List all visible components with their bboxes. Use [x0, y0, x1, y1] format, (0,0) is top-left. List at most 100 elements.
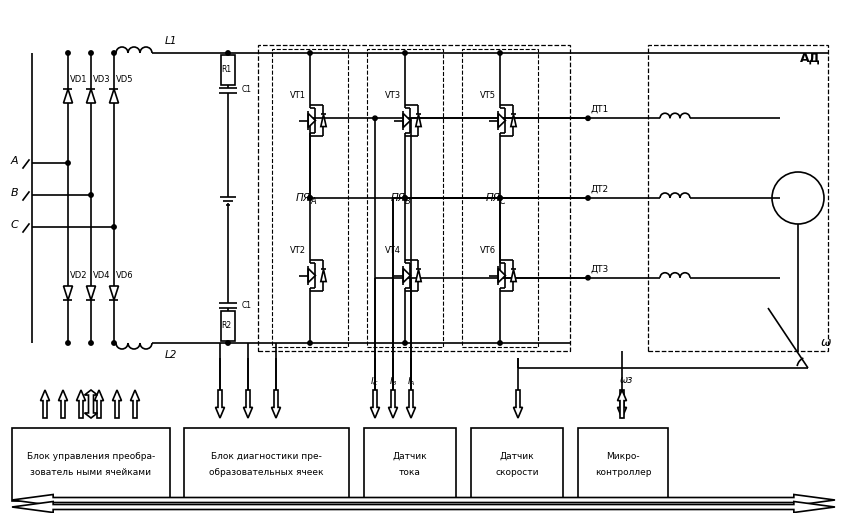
Bar [462, 49, 538, 347]
Bar [12, 428, 170, 501]
Polygon shape [513, 390, 523, 418]
Text: ω: ω [821, 337, 831, 349]
Polygon shape [511, 114, 516, 127]
Polygon shape [41, 390, 49, 418]
Circle shape [498, 51, 502, 55]
Circle shape [226, 341, 230, 345]
Text: ПЯ: ПЯ [486, 193, 501, 203]
Circle shape [112, 51, 116, 55]
Polygon shape [112, 390, 122, 418]
Circle shape [498, 196, 502, 200]
Circle shape [498, 341, 502, 345]
Text: VT4: VT4 [385, 246, 401, 254]
Circle shape [112, 341, 116, 345]
Polygon shape [110, 286, 118, 300]
Text: C: C [10, 220, 18, 230]
Polygon shape [309, 268, 315, 283]
Polygon shape [403, 113, 411, 128]
Text: C: C [500, 196, 506, 206]
Polygon shape [406, 390, 416, 418]
Circle shape [226, 51, 230, 55]
Text: C1: C1 [242, 86, 252, 94]
Bar [221, 311, 235, 341]
Text: L2: L2 [164, 350, 177, 360]
Text: B: B [405, 196, 411, 206]
Bar [184, 428, 349, 501]
Bar [221, 55, 235, 85]
Polygon shape [320, 269, 326, 282]
Circle shape [373, 116, 377, 121]
Text: B: B [10, 188, 18, 198]
Circle shape [586, 116, 590, 121]
Bar [578, 428, 668, 501]
Polygon shape [64, 286, 72, 300]
Text: Блок диагностики пре-: Блок диагностики пре- [211, 452, 322, 461]
Text: ПЯ: ПЯ [296, 193, 311, 203]
Circle shape [586, 196, 590, 200]
Text: Блок управления преобра-: Блок управления преобра- [27, 452, 155, 461]
Circle shape [308, 51, 312, 55]
Circle shape [308, 196, 312, 200]
Circle shape [112, 225, 116, 229]
Text: Датчик: Датчик [500, 452, 535, 461]
Text: тока: тока [399, 468, 421, 477]
Polygon shape [64, 89, 72, 103]
Bar [471, 428, 563, 501]
Circle shape [403, 341, 407, 345]
Text: ДТ1: ДТ1 [591, 105, 609, 114]
Circle shape [88, 193, 94, 197]
Text: образовательных ячеек: образовательных ячеек [209, 468, 324, 477]
Text: $I_C$: $I_C$ [371, 376, 380, 388]
Text: A: A [310, 196, 315, 206]
Bar [258, 45, 570, 351]
Text: ПЯ: ПЯ [391, 193, 406, 203]
Circle shape [88, 341, 94, 345]
Polygon shape [617, 390, 626, 418]
Text: $I_B$: $I_B$ [388, 376, 397, 388]
Circle shape [308, 341, 312, 345]
Polygon shape [617, 390, 626, 418]
Polygon shape [84, 390, 98, 418]
Bar [364, 428, 456, 501]
Circle shape [403, 196, 407, 200]
Polygon shape [498, 268, 506, 283]
Text: $I_A$: $I_A$ [406, 376, 416, 388]
Text: ωз: ωз [620, 375, 633, 385]
Text: L1: L1 [164, 36, 177, 46]
Polygon shape [87, 89, 95, 103]
Polygon shape [388, 390, 398, 418]
Text: R2: R2 [221, 322, 231, 330]
Polygon shape [87, 286, 95, 300]
Polygon shape [371, 390, 379, 418]
Circle shape [65, 341, 71, 345]
Polygon shape [12, 502, 835, 512]
Polygon shape [243, 390, 252, 418]
Bar [367, 49, 443, 347]
Circle shape [403, 196, 407, 200]
Text: VT6: VT6 [480, 246, 496, 254]
Polygon shape [216, 390, 224, 418]
Text: ДТ3: ДТ3 [591, 264, 609, 273]
Text: VD4: VD4 [93, 271, 111, 281]
Text: VD2: VD2 [70, 271, 88, 281]
Polygon shape [416, 114, 422, 127]
Circle shape [65, 51, 71, 55]
Circle shape [498, 196, 502, 200]
Bar [648, 45, 828, 351]
Text: VT5: VT5 [480, 91, 496, 100]
Polygon shape [12, 495, 835, 505]
Text: VD5: VD5 [116, 74, 133, 84]
Circle shape [65, 161, 71, 165]
Polygon shape [271, 390, 280, 418]
Text: C1: C1 [242, 302, 252, 310]
Text: A: A [10, 156, 18, 166]
Polygon shape [498, 113, 506, 128]
Circle shape [403, 51, 407, 55]
Polygon shape [110, 89, 118, 103]
Circle shape [308, 196, 312, 200]
Polygon shape [309, 113, 315, 128]
Polygon shape [511, 269, 516, 282]
Text: скорости: скорости [496, 468, 539, 477]
Polygon shape [59, 390, 67, 418]
Text: АД: АД [800, 51, 820, 65]
